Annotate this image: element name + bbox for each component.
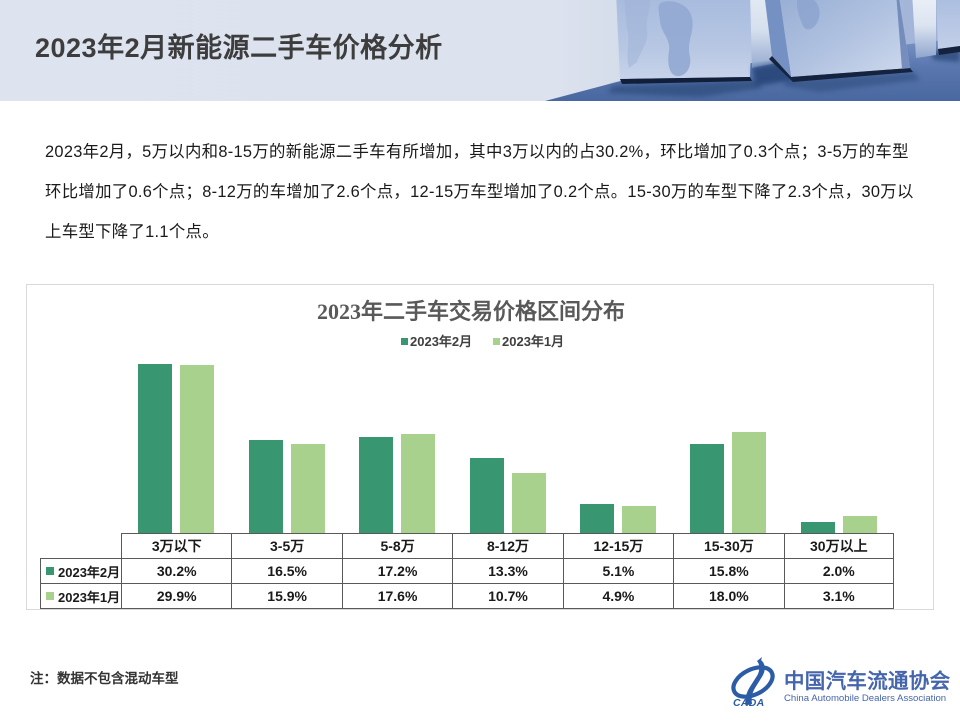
svg-text:中国汽车流通协会: 中国汽车流通协会 [784,669,951,693]
svg-text:China Automobile Dealers Assoc: China Automobile Dealers Association [784,693,946,704]
svg-text:CADA: CADA [733,697,765,709]
